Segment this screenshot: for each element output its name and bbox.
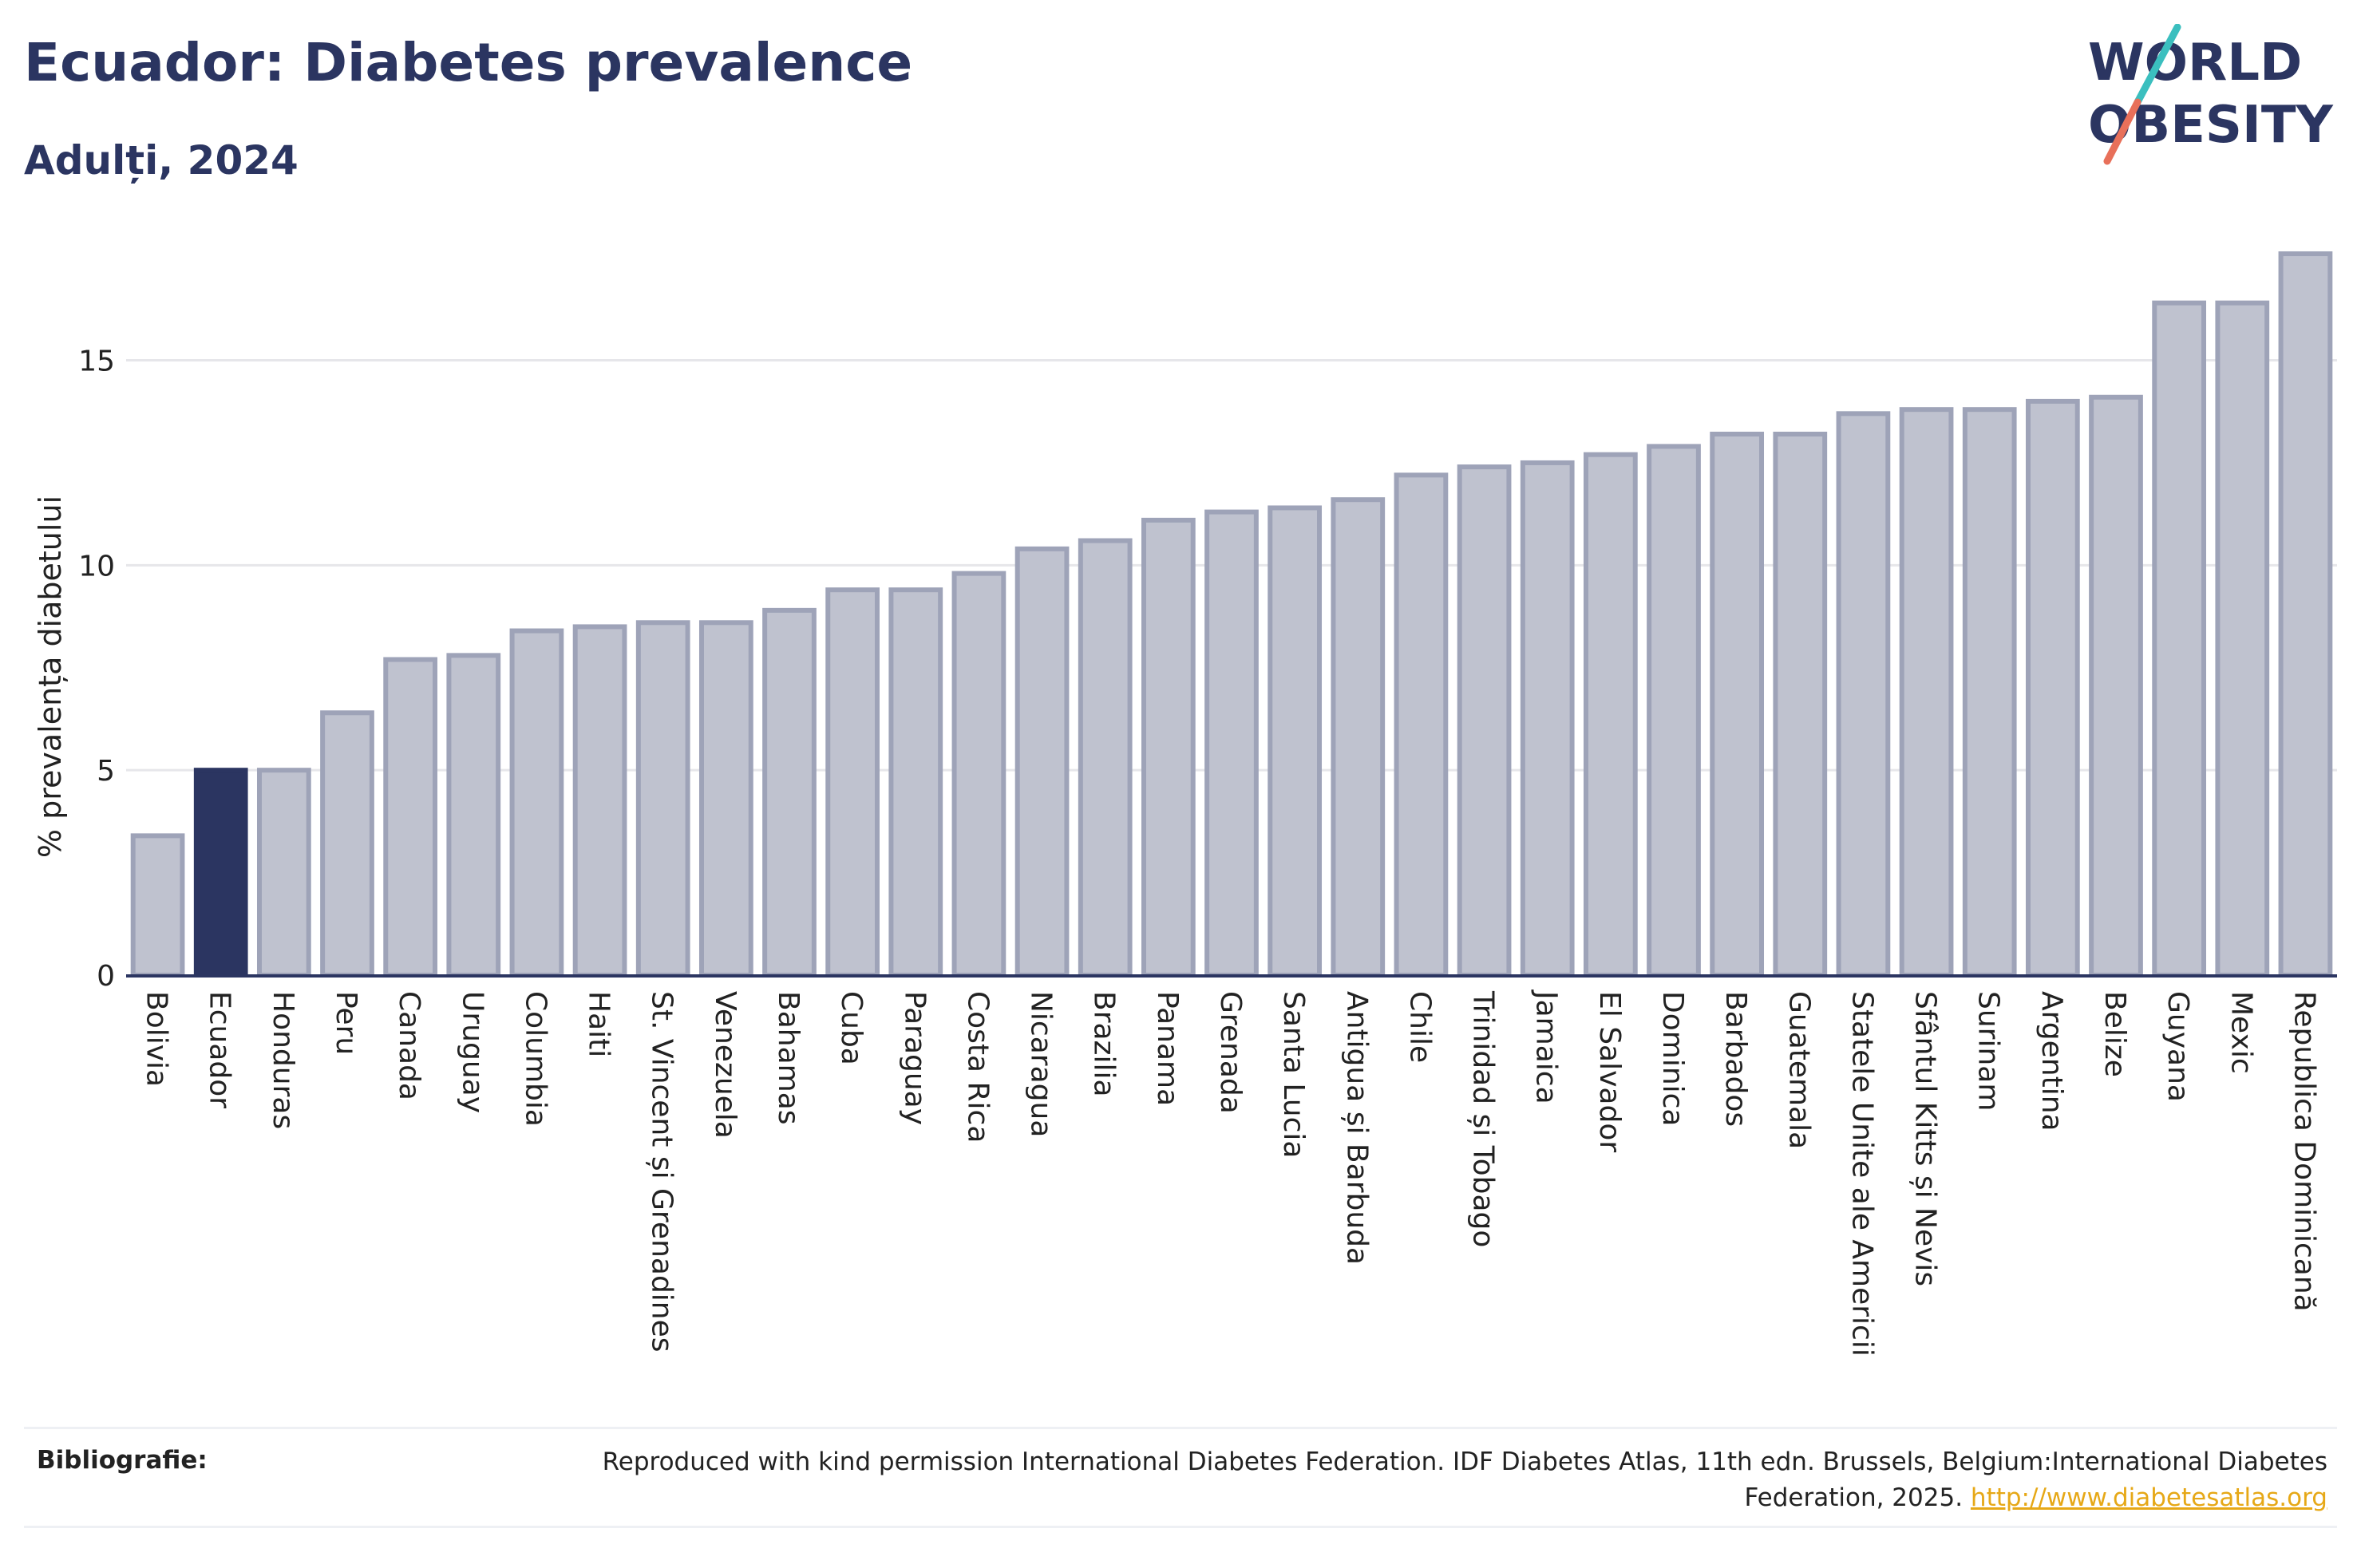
footer-divider-top (24, 1427, 2337, 1429)
x-tick-label: Venezuela (709, 991, 742, 1139)
bibliography-label: Bibliografie: (37, 1446, 208, 1475)
x-tick-label: Peru (330, 991, 362, 1055)
x-tick-label: Barbados (1719, 991, 1752, 1127)
x-tick-label: Guatemala (1782, 991, 1815, 1149)
bar[interactable] (509, 628, 564, 978)
bar[interactable] (1647, 444, 1701, 978)
logo-slash-top (2134, 24, 2181, 106)
axes: 0 5 10 15 Bolivia Ecuador Honduras Peru Canada Ur… (78, 346, 2337, 1357)
world-obesity-logo: WORLD OBESITY (2088, 24, 2333, 165)
x-tick-label: Guyana (2161, 991, 2194, 1102)
bibliography-text: Reproduced with kind permission Internat… (571, 1444, 2327, 1516)
bibliography-link[interactable]: http://www.diabetesatlas.org (1970, 1483, 2327, 1512)
x-tick-label: Sfântul Kitts și Nevis (1909, 991, 1942, 1286)
bar[interactable] (1394, 472, 1449, 978)
x-tick-label: Bolivia (140, 991, 173, 1087)
bar[interactable] (130, 833, 185, 978)
bar[interactable] (1078, 538, 1133, 978)
bar[interactable] (2278, 251, 2333, 978)
x-tick-label: Ecuador (204, 991, 236, 1108)
x-tick-label: Surinam (1972, 991, 2005, 1111)
y-tick-label: 10 (78, 550, 115, 583)
bar[interactable] (888, 587, 943, 978)
x-tick-label: Honduras (267, 991, 299, 1129)
bar[interactable] (572, 624, 627, 978)
bar[interactable] (1962, 407, 2017, 978)
x-tick-label: Grenada (1214, 991, 1247, 1114)
x-tick-label: Panama (1151, 991, 1184, 1106)
bar[interactable] (1836, 411, 1891, 978)
bar-chart: 0 5 10 15 Bolivia Ecuador Honduras Peru Canada Ur… (33, 251, 2337, 1357)
bar[interactable] (383, 657, 438, 978)
x-tick-label: Columbia (519, 991, 552, 1127)
chart-title: Ecuador: Diabetes prevalence (24, 32, 913, 93)
x-tick-label: St. Vincent și Grenadines (646, 991, 678, 1353)
x-tick-label: Santa Lucia (1277, 991, 1310, 1158)
bar[interactable] (1899, 407, 1954, 978)
x-tick-label: Canada (393, 991, 425, 1100)
x-tick-label: Chile (1403, 991, 1436, 1063)
bar[interactable] (2152, 300, 2207, 978)
bar[interactable] (1141, 517, 1196, 978)
x-tick-label: Trinidad și Tobago (1467, 990, 1500, 1247)
bar[interactable] (446, 653, 501, 978)
x-tick-label: Costa Rica (961, 991, 994, 1143)
x-tick-label: Cuba (835, 991, 868, 1065)
x-tick-label: Brazilia (1088, 991, 1121, 1097)
logo-slash-bottom (2103, 98, 2142, 165)
x-tick-label: Paraguay (898, 991, 931, 1125)
x-tick-label: Bahamas (772, 991, 805, 1125)
x-tick-label: Mexic (2225, 991, 2257, 1074)
bar[interactable] (1014, 546, 1070, 978)
bibliography-citation: Reproduced with kind permission Internat… (602, 1448, 2327, 1512)
bar[interactable] (1583, 452, 1638, 978)
bar[interactable] (1773, 432, 1828, 978)
x-tick-label: Republica Dominicană (2288, 991, 2320, 1312)
x-tick-label: Haiti (583, 991, 615, 1057)
bar[interactable] (1204, 509, 1259, 978)
x-tick-label: Dominica (1656, 991, 1689, 1127)
bar[interactable] (1331, 497, 1386, 978)
bar[interactable] (2089, 394, 2143, 978)
footer-divider-bottom (24, 1526, 2337, 1528)
x-tick-label: Antigua și Barbuda (1340, 991, 1373, 1265)
bar[interactable] (825, 587, 880, 978)
bar[interactable] (635, 620, 690, 978)
bar[interactable] (320, 710, 374, 978)
bar[interactable] (1710, 432, 1765, 978)
bar[interactable] (762, 607, 817, 978)
x-tick-label: Belize (2098, 991, 2131, 1077)
bars (130, 251, 2333, 978)
x-tick-label: Nicaragua (1025, 991, 1058, 1137)
bar-highlight[interactable] (193, 768, 248, 978)
bar[interactable] (256, 768, 311, 978)
bar[interactable] (2215, 300, 2270, 978)
y-axis-label: % prevalența diabetului (33, 496, 68, 858)
x-tick-label: Uruguay (456, 991, 488, 1113)
bar[interactable] (698, 620, 753, 978)
x-tick-label: El Salvador (1593, 991, 1626, 1152)
bar[interactable] (1457, 464, 1512, 978)
x-tick-label: Argentina (2035, 991, 2068, 1132)
y-tick-label: 5 (97, 755, 115, 788)
y-tick-label: 0 (97, 960, 115, 993)
bar[interactable] (1520, 460, 1575, 978)
x-tick-label: Jamaica (1530, 989, 1563, 1104)
bar[interactable] (2025, 398, 2080, 978)
chart-subtitle: Adulți, 2024 (24, 137, 299, 184)
bar[interactable] (951, 571, 1006, 978)
x-tick-label: Statele Unite ale Americii (1845, 991, 1878, 1357)
bar[interactable] (1268, 505, 1323, 978)
logo-line1: WORLD (2088, 34, 2302, 93)
y-tick-label: 15 (78, 346, 115, 378)
